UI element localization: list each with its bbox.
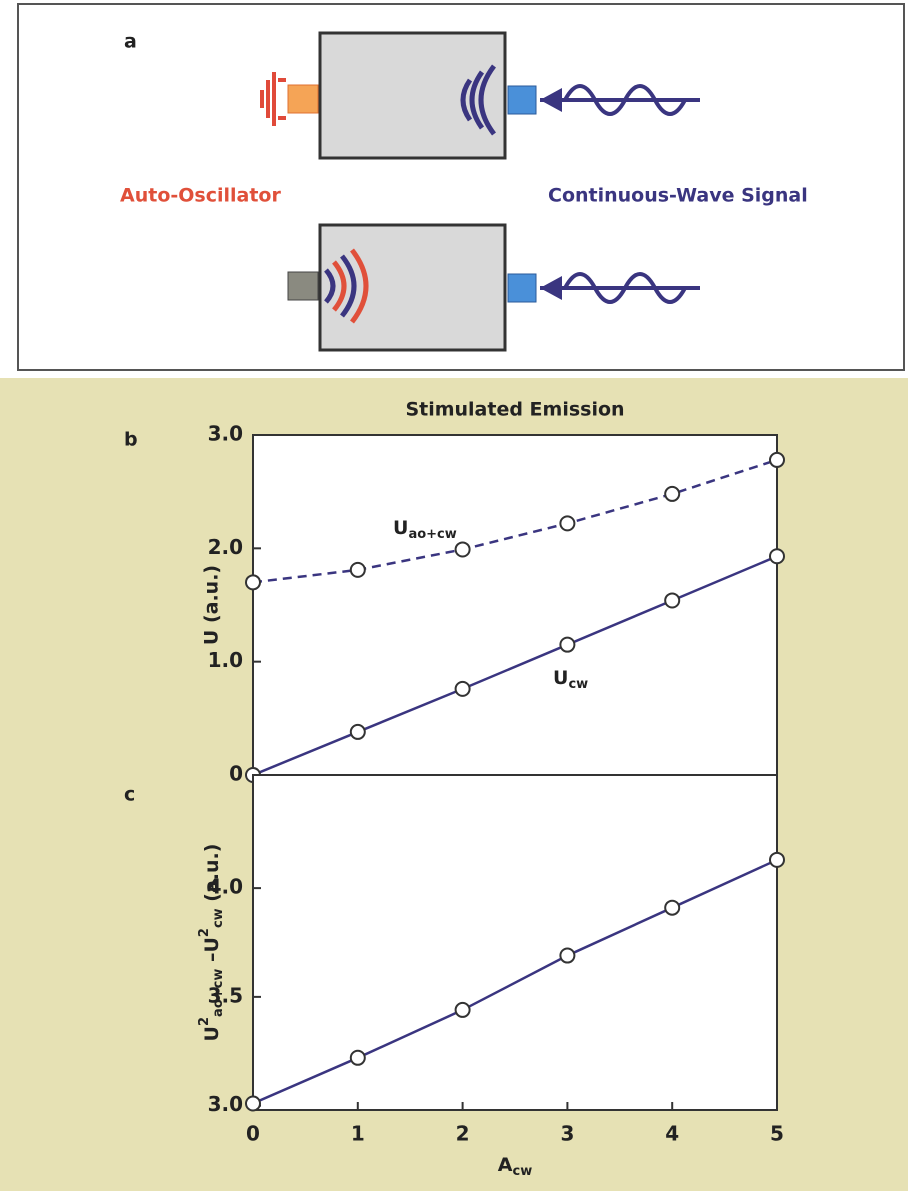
y-axis-label: U2ao+cw –U2cw (a.u.) (197, 844, 226, 1042)
y-tick-label: 3.5 (208, 983, 243, 1007)
data-point (349, 1049, 366, 1066)
data-point (769, 851, 785, 868)
series-label-sub: cw (568, 677, 588, 692)
series-label-main: U (553, 667, 568, 689)
x-tick-label: 1 (351, 1122, 365, 1146)
x-tick-label: 4 (665, 1122, 679, 1146)
series-label-sub: ao+cw (408, 527, 456, 542)
x-axis-label-sub: cw (513, 1164, 533, 1179)
series-label: Uao+cw (393, 517, 457, 542)
y-tick-label: 4.0 (208, 875, 243, 899)
plot-area (252, 434, 778, 776)
x-axis-label-main: A (498, 1154, 513, 1176)
y-axis-label-part: U (201, 1026, 223, 1041)
x-tick-label: 3 (560, 1122, 574, 1146)
data-point (664, 592, 681, 609)
y-axis-label-part: 2 (197, 1017, 212, 1026)
panel-label: b (124, 429, 138, 451)
series-line (252, 858, 778, 1105)
x-tick-label: 5 (770, 1122, 784, 1146)
y-axis-label-part: –U (201, 937, 223, 969)
data-point (349, 561, 366, 578)
y-axis-label-part: 2 (197, 928, 212, 937)
data-point (245, 574, 261, 591)
data-point (349, 723, 366, 740)
x-tick-label: 0 (246, 1122, 260, 1146)
data-point (245, 1095, 261, 1112)
y-tick-label: 2.0 (208, 535, 243, 559)
data-point (559, 515, 576, 532)
plot-area (252, 774, 778, 1111)
chart-title: Stimulated Emission (405, 399, 624, 421)
x-axis-label: Acw (498, 1154, 532, 1179)
y-axis-label-part: cw (211, 908, 226, 928)
y-tick-label: 3.0 (208, 422, 243, 446)
data-point (664, 485, 681, 502)
data-point (559, 947, 576, 964)
left-label: Auto-Oscillator (120, 185, 281, 207)
oscillator-top (260, 31, 700, 160)
y-tick-label: 3.0 (208, 1092, 243, 1116)
series-label-main: U (393, 517, 408, 539)
y-tick-label: 1.0 (208, 648, 243, 672)
data-point (769, 451, 785, 468)
right-label: Continuous-Wave Signal (548, 185, 808, 207)
y-tick-label: 0 (229, 762, 243, 786)
series-line (252, 555, 778, 777)
x-tick-label: 2 (456, 1122, 470, 1146)
data-point (454, 1001, 471, 1018)
oscillator-bottom (287, 223, 700, 352)
data-point (454, 680, 471, 697)
series-label: Ucw (553, 667, 588, 692)
data-point (454, 541, 471, 558)
y-axis-label: U (a.u.) (201, 565, 223, 645)
y-axis-label-part: ao+cw (211, 969, 226, 1017)
panel-label: c (124, 784, 135, 806)
panel-label: a (124, 31, 137, 53)
data-point (769, 548, 785, 565)
data-point (664, 899, 681, 916)
y-axis-label-part: (a.u.) (201, 844, 223, 909)
data-point (559, 636, 576, 653)
